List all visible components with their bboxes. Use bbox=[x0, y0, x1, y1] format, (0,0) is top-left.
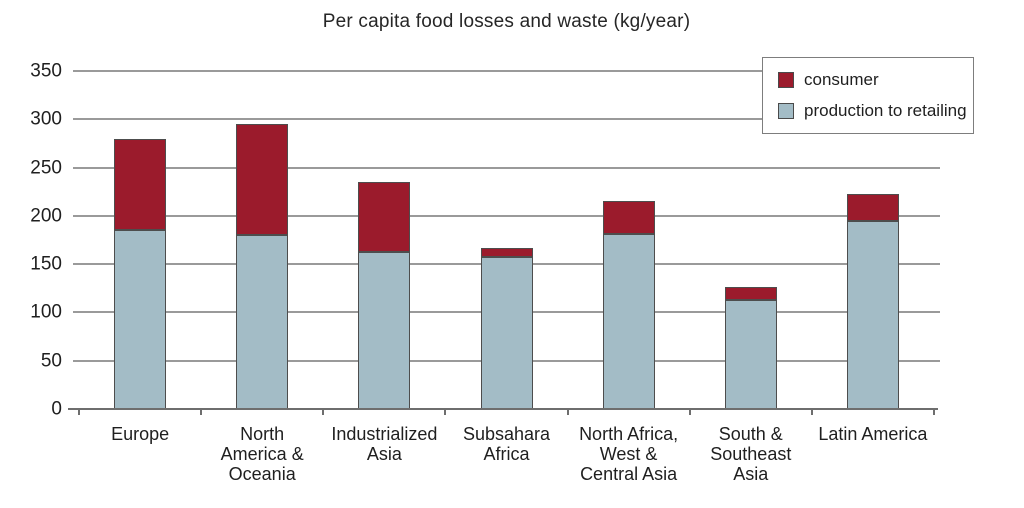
bar-north-africa-west-central-asia-consumer bbox=[602, 201, 655, 235]
axis-tick bbox=[322, 410, 325, 415]
chart-title: Per capita food losses and waste (kg/yea… bbox=[322, 11, 691, 32]
legend-label-consumer: consumer bbox=[804, 70, 879, 89]
y-axis-label-250: 250 bbox=[30, 157, 62, 179]
bar-industrialized-asia-consumer bbox=[358, 182, 411, 252]
bar-subsahara-africa-consumer bbox=[480, 247, 533, 258]
bar-latin-america-consumer bbox=[846, 193, 899, 221]
axis-tick bbox=[933, 410, 935, 415]
bar-europe-consumer bbox=[114, 138, 167, 231]
bar-europe-production-to-retailing bbox=[114, 230, 167, 409]
axis-tick bbox=[566, 410, 569, 415]
x-axis-label-subsahara-africa: Subsahara Africa bbox=[462, 424, 551, 464]
legend-swatch-production-to-retailing-icon bbox=[778, 103, 794, 119]
axis-tick bbox=[810, 410, 813, 415]
axis-tick bbox=[688, 410, 691, 415]
gridline-300 bbox=[73, 118, 940, 121]
legend-swatch-consumer-icon bbox=[778, 72, 794, 88]
legend-label-production-to-retailing: production to retailing bbox=[804, 101, 967, 120]
y-axis-label-200: 200 bbox=[30, 205, 62, 227]
legend: consumer production to retailing bbox=[762, 57, 974, 134]
x-axis-label-north-america-oceania: North America & Oceania bbox=[220, 424, 304, 484]
axis-tick bbox=[444, 410, 447, 415]
bar-industrialized-asia-production-to-retailing bbox=[358, 251, 411, 409]
legend-item-production-to-retailing: production to retailing bbox=[778, 101, 967, 121]
y-axis-label-0: 0 bbox=[51, 398, 62, 420]
gridline-200 bbox=[73, 214, 940, 217]
bar-latin-america-production-to-retailing bbox=[846, 220, 899, 409]
gridline-350 bbox=[73, 70, 940, 72]
x-axis-label-latin-america: Latin America bbox=[818, 424, 928, 444]
x-axis-label-industrialized-asia: Industrialized Asia bbox=[331, 424, 438, 464]
y-axis-label-100: 100 bbox=[30, 301, 62, 323]
bar-south-southeast-asia-production-to-retailing bbox=[724, 299, 777, 409]
axis-tick bbox=[78, 410, 80, 415]
bar-south-southeast-asia-consumer bbox=[724, 287, 777, 300]
bar-subsahara-africa-production-to-retailing bbox=[480, 257, 533, 409]
bar-north-america-oceania-production-to-retailing bbox=[236, 235, 289, 409]
y-axis-label-350: 350 bbox=[30, 60, 62, 82]
legend-item-consumer: consumer bbox=[778, 70, 963, 90]
x-axis-label-europe: Europe bbox=[111, 424, 170, 444]
y-axis-label-300: 300 bbox=[30, 108, 62, 130]
x-axis-line bbox=[68, 408, 938, 410]
x-axis-label-south-southeast-asia: South & Southeast Asia bbox=[710, 424, 792, 484]
gridline-250 bbox=[73, 166, 940, 169]
x-axis-label-north-africa-west-central-asia: North Africa, West & Central Asia bbox=[579, 424, 679, 484]
axis-tick bbox=[200, 410, 203, 415]
y-axis-label-150: 150 bbox=[30, 253, 62, 275]
y-axis-label-50: 50 bbox=[40, 350, 62, 372]
bar-north-america-oceania-consumer bbox=[236, 124, 289, 236]
bar-north-africa-west-central-asia-production-to-retailing bbox=[602, 234, 655, 409]
